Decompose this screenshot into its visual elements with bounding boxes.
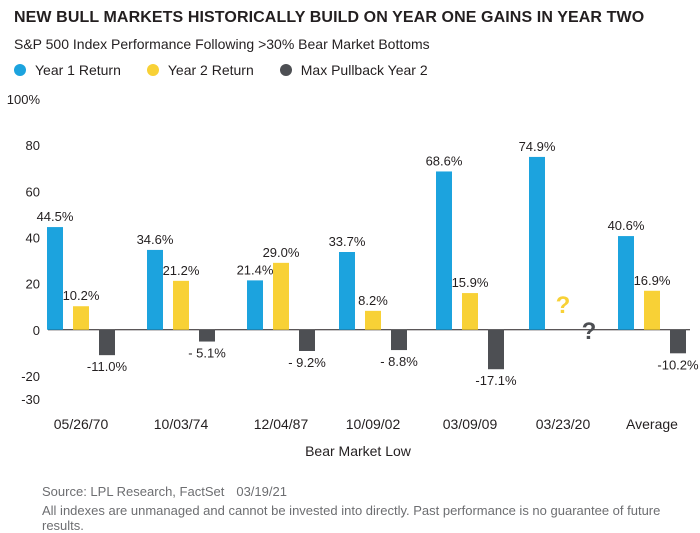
bar-year1 (247, 280, 263, 330)
x-tick-label: 03/09/09 (443, 416, 498, 432)
data-label: 33.7% (329, 234, 366, 249)
data-label: -11.0% (87, 359, 128, 374)
bar-year1 (147, 249, 163, 330)
data-label: 29.0% (263, 245, 300, 260)
data-label: - 9.2% (288, 355, 326, 370)
bar-year2 (644, 290, 660, 330)
legend-label-year2: Year 2 Return (167, 62, 254, 78)
data-label: 21.4% (237, 262, 274, 277)
y-tick-label: -20 (21, 369, 40, 384)
x-tick-label: Average (626, 416, 678, 432)
data-label: - 8.8% (380, 354, 418, 369)
source-note: Source: LPL Research, FactSet 03/19/21 (42, 484, 287, 499)
data-label: 74.9% (519, 139, 556, 154)
y-tick-label: 0 (33, 323, 40, 338)
data-label: 34.6% (137, 232, 174, 247)
data-label: 16.9% (634, 273, 671, 288)
y-tick-label: 60 (26, 184, 40, 199)
data-label: 8.2% (358, 293, 388, 308)
bar-year2 (273, 262, 289, 330)
data-label: 21.2% (163, 263, 200, 278)
bar-pullback (391, 329, 407, 351)
data-label: 44.5% (37, 209, 74, 224)
data-label: - 5.1% (188, 346, 226, 361)
disclaimer-text: All indexes are unmanaged and cannot be … (42, 503, 661, 533)
y-tick-label: 20 (26, 277, 40, 292)
bar-pullback (99, 329, 115, 356)
data-label: 68.6% (426, 153, 463, 168)
legend-swatch-year2 (146, 64, 159, 76)
y-tick-label: 100% (7, 92, 41, 107)
bar-year2 (462, 293, 478, 330)
x-axis-title: Bear Market Low (305, 443, 412, 459)
x-tick-label: 10/09/02 (346, 416, 401, 432)
bar-pullback (199, 329, 215, 342)
chart-subtitle: S&P 500 Index Performance Following >30%… (14, 36, 430, 52)
x-tick-label: 12/04/87 (254, 416, 309, 432)
source-text: Source: LPL Research, FactSet (42, 484, 225, 499)
legend-item-year2: Year 2 Return (146, 62, 254, 78)
legend-label-year1: Year 1 Return (35, 62, 121, 78)
legend-swatch-year1 (14, 64, 26, 76)
data-label: 10.2% (63, 288, 100, 303)
y-tick-label: 40 (26, 230, 40, 245)
legend-label-pullback: Max Pullback Year 2 (300, 62, 428, 78)
bar-year1 (618, 236, 634, 330)
bar-pullback (670, 329, 686, 354)
y-tick-label: 80 (26, 138, 40, 153)
bar-chart: -30 -20 0 20 40 60 80 100% 44.5% 34.6% 21.4% 33.7% 6… (7, 92, 699, 459)
bar-year2 (173, 280, 189, 330)
data-label: -17.1% (475, 373, 517, 388)
y-tick-label: -30 (21, 392, 40, 407)
unknown-pullback-marker: ? (582, 318, 597, 345)
bar-year1 (529, 156, 545, 330)
source-date: 03/19/21 (236, 484, 287, 499)
data-label: -10.2% (657, 357, 699, 372)
legend-item-pullback: Max Pullback Year 2 (279, 62, 428, 78)
chart-legend: Year 1 Return Year 2 Return Max Pullback… (14, 62, 454, 78)
bar-pullback (488, 329, 504, 370)
legend-item-year1: Year 1 Return (14, 62, 121, 78)
chart-title: NEW BULL MARKETS HISTORICALLY BUILD ON Y… (14, 9, 645, 26)
legend-swatch-pullback (279, 64, 292, 76)
bar-year1 (436, 171, 452, 330)
x-tick-label: 10/03/74 (154, 416, 209, 432)
bar-year2 (73, 306, 89, 330)
x-tick-label: 05/26/70 (54, 416, 109, 432)
bar-year1 (339, 252, 355, 330)
data-label: 40.6% (608, 218, 645, 233)
bar-pullback (299, 329, 315, 351)
unknown-year2-marker: ? (556, 292, 571, 319)
bar-year2 (365, 310, 381, 330)
bar-year1 (47, 227, 63, 330)
data-label: 15.9% (452, 275, 489, 290)
x-tick-label: 03/23/20 (536, 416, 591, 432)
